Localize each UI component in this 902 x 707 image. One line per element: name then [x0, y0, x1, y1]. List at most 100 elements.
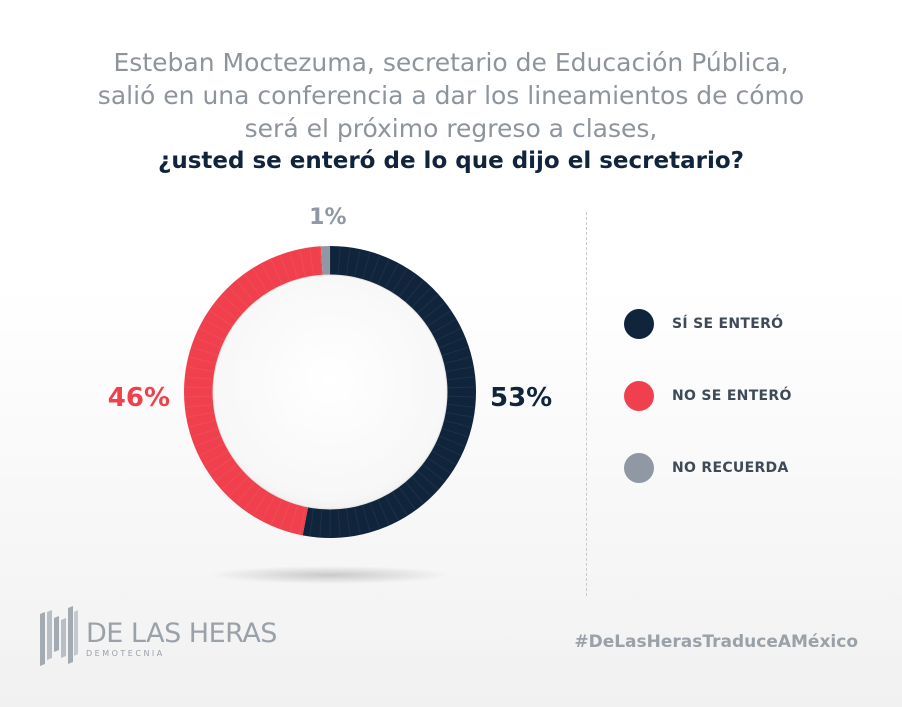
donut-texture-tick [204, 319, 229, 334]
donut-texture-tick [377, 259, 390, 285]
legend-swatch-si [624, 309, 654, 339]
donut-texture-tick [215, 302, 238, 320]
donut-texture-tick [221, 294, 243, 314]
donut-texture-tick [417, 470, 439, 490]
donut-texture-tick [377, 499, 390, 525]
donut-texture-tick [195, 337, 221, 349]
donut-texture-tick [384, 495, 399, 521]
donut-texture-tick [435, 327, 461, 341]
legend-item-no-recuerda: NO RECUERDA [624, 450, 792, 486]
divider-line [586, 212, 587, 596]
donut-texture-tick [261, 263, 276, 289]
donut-texture-tick [209, 310, 233, 327]
donut-texture-tick [345, 508, 351, 536]
donut-texture-tick [189, 356, 216, 364]
donut-slices [184, 246, 477, 538]
donut-texture-tick [405, 280, 424, 302]
donut-texture-tick [209, 457, 233, 474]
donut-texture-tick [309, 508, 315, 536]
donut-texture-tick [199, 443, 225, 457]
donut-texture-tick [417, 294, 439, 314]
donut-texture-tick [362, 252, 371, 279]
donut-texture-tick [439, 435, 465, 447]
donut-texture-tick [228, 476, 249, 497]
legend-swatch-no [624, 381, 654, 411]
donut-texture-tick [422, 302, 445, 320]
value-label-si: 53% [490, 383, 552, 413]
donut-texture-tick [444, 420, 471, 428]
donut-texture-tick [289, 505, 298, 532]
value-labels: 53% 46% 1% [108, 205, 552, 413]
donut-texture-tick [431, 319, 456, 334]
donut-texture-tick [215, 464, 238, 482]
donut-shadow [210, 566, 450, 584]
brand-logo: DE LAS HERAS DEMOTECNIA [40, 606, 277, 666]
donut-texture-tick [447, 386, 475, 389]
donut-texture-tick [337, 247, 341, 275]
donut-texture-tick [191, 427, 218, 438]
donut-texture-tick [319, 509, 323, 537]
donut-texture-tick [422, 464, 445, 482]
donut-texture-tick [439, 337, 465, 349]
donut-slice-si [302, 246, 477, 538]
donut-texture-tick [435, 443, 461, 457]
title-line-1: Esteban Moctezuma, secretario de Educaci… [113, 48, 789, 77]
donut-texture-tick [345, 248, 351, 276]
donut-texture-tick [392, 491, 408, 516]
legend-item-no: NO SE ENTERÓ [624, 378, 792, 414]
donut-texture-tick [185, 403, 213, 408]
donut-texture-tick [270, 259, 283, 285]
title-line-3: será el próximo regreso a clases, [244, 114, 658, 143]
donut-texture-tick [236, 280, 255, 302]
donut-texture-tick [189, 420, 216, 428]
donut-texture-tick [444, 356, 471, 364]
legend: SÍ SE ENTERÓ NO SE ENTERÓ NO RECUERDA [624, 306, 792, 522]
donut-texture-tick [185, 376, 213, 381]
donut-texture-tick [185, 395, 213, 398]
donut-texture-tick [398, 487, 416, 510]
donut-texture-tick [252, 268, 268, 293]
donut-texture-tick [244, 274, 262, 297]
donut-texture-tick [244, 487, 262, 510]
donut-texture-tick [270, 499, 283, 525]
donut-texture-tick [384, 263, 399, 289]
donut-texture-tick [427, 457, 451, 474]
donut-texture-tick [411, 476, 432, 497]
donut-texture-tick [337, 509, 341, 537]
donut-texture-tick [431, 450, 456, 465]
donut-texture-tick [187, 411, 214, 418]
donut-texture-tick [362, 505, 371, 532]
donut-texture-tick [446, 411, 473, 418]
brand-subtitle: DEMOTECNIA [86, 649, 165, 658]
value-label-no-recuerda: 1% [309, 205, 346, 230]
donut-texture-tick [392, 268, 408, 293]
donut-texture-tick [369, 255, 381, 282]
donut-texture-tick [228, 287, 249, 308]
donut-texture-tick [185, 386, 213, 389]
donut-texture-tick [442, 427, 469, 438]
donut-texture-tick [299, 250, 306, 277]
donut-texture-tick [195, 435, 221, 447]
donut-texture-tick [447, 403, 475, 408]
donut-texture-tick [411, 287, 432, 308]
chart-title: Esteban Moctezuma, secretario de Educaci… [0, 46, 902, 178]
donut-texture-tick [199, 327, 225, 341]
donut-texture-tick [369, 502, 381, 529]
donut-texture-tick [354, 507, 361, 534]
legend-label-no: NO SE ENTERÓ [672, 388, 792, 404]
donut-slice-no [184, 246, 323, 536]
legend-label-no-recuerda: NO RECUERDA [672, 460, 789, 476]
donut-texture-tick [261, 495, 276, 521]
donut-texture-tick [354, 250, 361, 277]
donut-texture-tick [279, 255, 291, 282]
donut-texture-tick [446, 366, 473, 373]
legend-item-si: SÍ SE ENTERÓ [624, 306, 792, 342]
donut-hole [212, 274, 448, 510]
donut-texture-tick [279, 502, 291, 529]
title-line-2: salió en una conferencia a dar los linea… [97, 81, 805, 110]
title-question: ¿usted se enteró de lo que dijo el secre… [158, 148, 744, 174]
donut-texture-tick [187, 366, 214, 373]
donut-texture-tick [252, 491, 268, 516]
donut-slice-no-recuerda [320, 246, 330, 276]
